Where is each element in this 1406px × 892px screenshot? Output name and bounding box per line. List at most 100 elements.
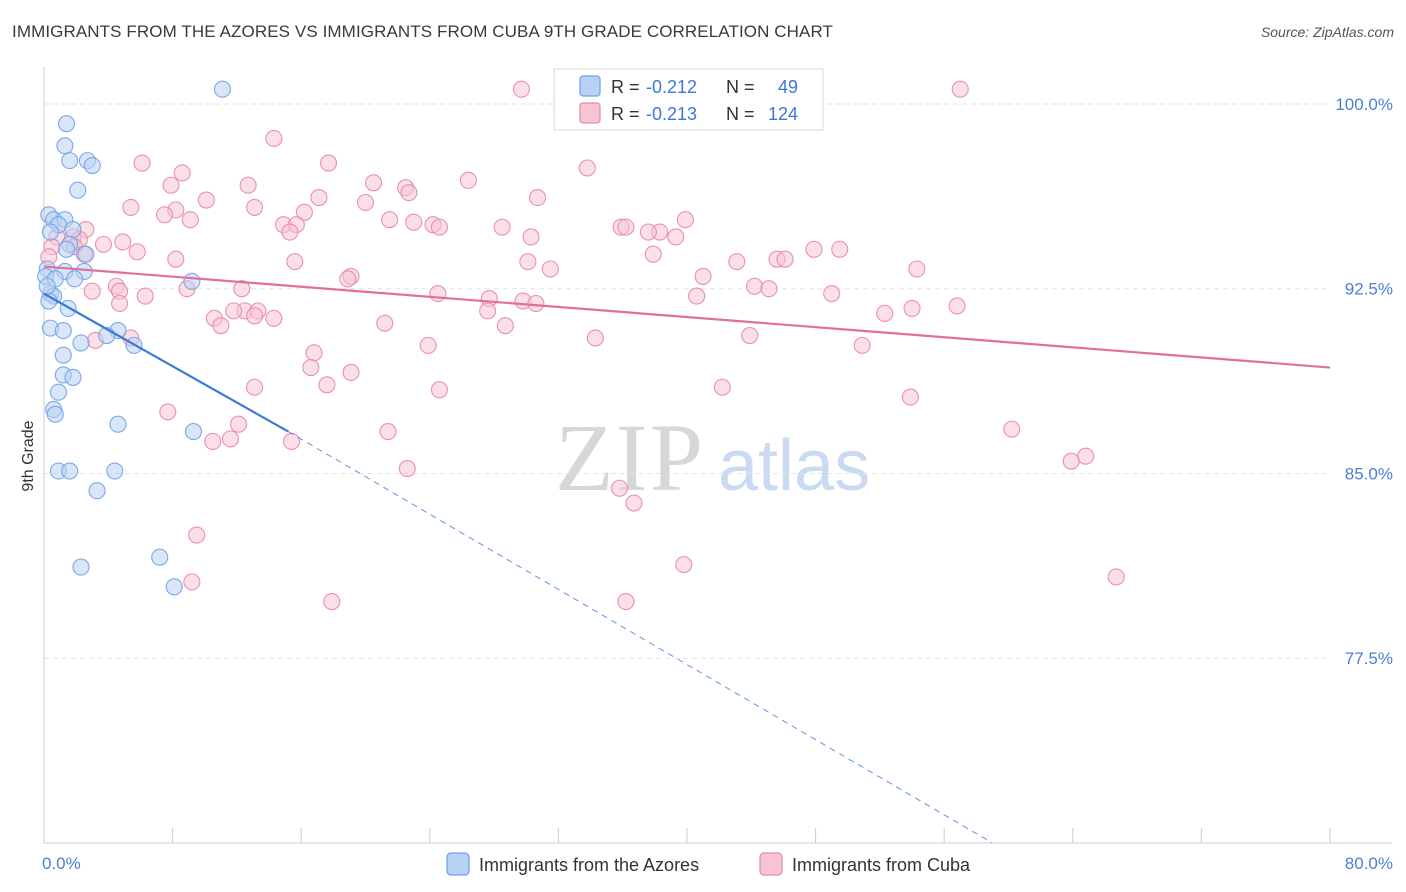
- cuba-point-95: [853, 336, 871, 354]
- azores-point-43: [106, 462, 124, 480]
- cuba-point-87: [876, 304, 894, 322]
- cuba-point-102: [713, 378, 731, 396]
- cuba-point-5: [578, 159, 596, 177]
- cuba-point-17: [246, 198, 264, 216]
- cuba-point-114: [610, 479, 629, 497]
- cuba-point-61: [339, 270, 357, 288]
- cuba-point-35: [639, 223, 657, 241]
- azores-point-48: [38, 277, 56, 295]
- source-label: Source: ZipAtlas.com: [1260, 24, 1394, 40]
- legend-r-label-azores: R =: [611, 77, 645, 97]
- cuba-point-119: [183, 573, 201, 591]
- azores-point-39: [109, 415, 127, 433]
- bottom-legend-swatch-azores: [446, 852, 470, 876]
- cuba-point-58: [908, 260, 926, 278]
- cuba-point-101: [430, 381, 448, 399]
- azores-point-3: [61, 152, 79, 170]
- cuba-point-69: [688, 287, 706, 305]
- cuba-point-57: [541, 260, 559, 278]
- legend-n-value-cuba: 124: [768, 104, 798, 124]
- cuba-point-117: [675, 556, 693, 574]
- cuba-point-84: [212, 317, 230, 335]
- cuba-point-100: [246, 378, 264, 396]
- cuba-point-41: [114, 233, 132, 251]
- cuba-point-88: [111, 294, 129, 313]
- cuba-point-68: [823, 285, 841, 303]
- cuba-point-63: [760, 280, 778, 298]
- cuba-point-44: [522, 228, 540, 246]
- azores-point-45: [151, 548, 169, 566]
- cuba-point-28: [430, 218, 448, 236]
- legend-r-label-cuba: R =: [611, 104, 645, 124]
- cuba-point-78: [225, 302, 243, 320]
- bottom-legend-swatch-cuba: [759, 852, 783, 876]
- legend-r-value-cuba: -0.213: [646, 104, 697, 124]
- cuba-point-56: [519, 253, 537, 271]
- azores-point-44: [88, 482, 106, 500]
- azores-point-22: [183, 272, 201, 290]
- series-azores-points: [37, 80, 231, 596]
- cuba-point-23: [405, 213, 423, 231]
- trend-line-azores: [43, 292, 289, 433]
- trend-lines: [43, 265, 1331, 844]
- cuba-point-96: [305, 344, 323, 362]
- cuba-point-112: [1062, 452, 1080, 470]
- cuba-point-11: [400, 184, 418, 202]
- x-tick-label-min: 0.0%: [42, 854, 81, 873]
- azores-point-31: [72, 334, 90, 352]
- watermark-atlas: atlas: [718, 426, 870, 506]
- legend-n-value-azores: 49: [778, 77, 798, 97]
- cuba-point-21: [156, 206, 174, 224]
- azores-point-46: [72, 558, 90, 576]
- gridlines: [44, 103, 1330, 659]
- azores-point-21: [65, 270, 84, 288]
- cuba-point-94: [419, 336, 437, 354]
- bottom-legend-label-azores: Immigrants from the Azores: [479, 855, 699, 875]
- azores-point-2: [56, 137, 74, 155]
- chart-title: IMMIGRANTS FROM THE AZORES VS IMMIGRANTS…: [12, 22, 834, 41]
- cuba-point-31: [493, 218, 511, 236]
- cuba-point-91: [586, 329, 604, 347]
- azores-point-6: [69, 181, 87, 199]
- cuba-point-7: [459, 171, 477, 189]
- cuba-point-55: [286, 253, 304, 271]
- azores-point-28: [54, 322, 72, 340]
- cuba-point-66: [233, 280, 251, 298]
- cuba-point-51: [644, 245, 662, 263]
- cuba-point-3: [133, 154, 151, 172]
- cuba-point-25: [181, 211, 199, 229]
- cuba-point-46: [805, 240, 823, 258]
- cuba-point-14: [528, 189, 547, 207]
- cuba-point-109: [283, 432, 301, 451]
- cuba-point-30: [617, 218, 635, 236]
- cuba-point-53: [128, 243, 146, 261]
- legend-swatch-cuba: [579, 102, 601, 124]
- cuba-point-71: [429, 285, 447, 303]
- legend-r-value-azores: -0.212: [646, 77, 697, 97]
- azores-point-36: [49, 383, 68, 401]
- cuba-point-81: [479, 302, 497, 320]
- cuba-point-104: [159, 403, 177, 421]
- axes: [43, 67, 1392, 844]
- cuba-point-108: [221, 430, 240, 448]
- cuba-point-8: [364, 174, 383, 192]
- trend-line-azores-extension: [288, 431, 993, 844]
- series-cuba-points: [40, 80, 1125, 611]
- cuba-point-16: [356, 193, 375, 212]
- legend-n-label-azores: N =: [726, 77, 760, 97]
- cuba-point-62: [745, 277, 764, 295]
- cuba-point-13: [197, 191, 215, 209]
- y-axis-label: 9th Grade: [20, 420, 37, 491]
- cuba-point-111: [1077, 447, 1095, 465]
- azores-point-5: [83, 156, 101, 175]
- x-tick-label-max: 80.0%: [1345, 854, 1393, 873]
- cuba-point-89: [948, 297, 966, 315]
- correlation-legend: R = -0.212 N = 49 R = -0.213 N = 124: [553, 68, 824, 131]
- azores-point-14: [57, 240, 76, 258]
- azores-point-15: [77, 245, 95, 263]
- azores-point-33: [54, 346, 72, 364]
- cuba-point-82: [265, 309, 283, 327]
- azores-point-12: [41, 223, 59, 241]
- cuba-point-47: [831, 240, 849, 258]
